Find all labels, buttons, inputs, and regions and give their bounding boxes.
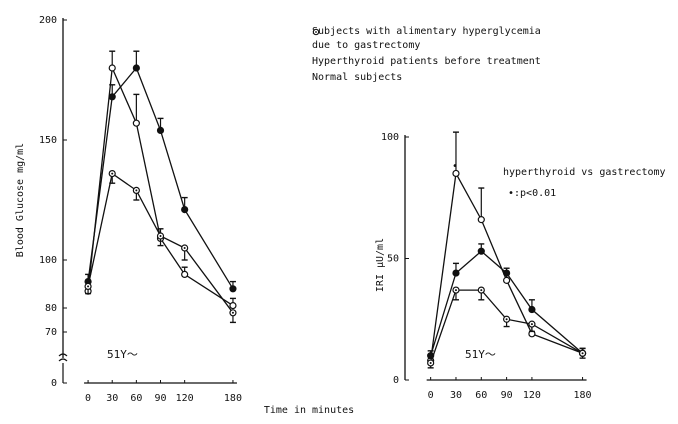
point-center	[135, 189, 138, 192]
y-tick-label: 150	[39, 135, 57, 146]
legend-entry: Hyperthyroid patients before treatment	[312, 28, 562, 69]
point	[156, 126, 165, 134]
x-tick-label: 0	[428, 390, 434, 401]
point	[181, 206, 189, 214]
series-line	[430, 250, 583, 356]
series-line	[430, 171, 583, 361]
x-tick-label: 90	[154, 393, 166, 404]
annotation: 51Y～	[107, 348, 138, 361]
point	[108, 64, 116, 72]
series-line	[430, 289, 583, 364]
point	[452, 169, 460, 178]
legend-entry: Normal subjects	[312, 28, 562, 85]
point	[503, 276, 511, 284]
legend-label: Hyperthyroid patients before treatment	[312, 56, 541, 67]
legend-marker	[312, 28, 320, 36]
x-tick-label: 180	[574, 390, 592, 401]
legend-label: Normal subjects	[312, 72, 403, 83]
point-center	[530, 323, 533, 326]
point	[229, 285, 237, 293]
y-axis-label: IRI μU/ml	[375, 238, 386, 292]
point-center	[581, 352, 584, 355]
point-center	[111, 172, 114, 175]
y-tick-label: 80	[45, 303, 57, 314]
x-tick-label: 120	[176, 393, 194, 404]
point-center	[429, 361, 432, 364]
y-tick-label: 50	[387, 254, 399, 265]
legend-label: Subjects with alimentary hyperglycemia d…	[312, 26, 541, 51]
x-tick-label: 0	[85, 393, 91, 404]
point-center	[231, 311, 234, 314]
point-center	[87, 285, 90, 288]
annotation: hyperthyroid vs gastrectomy	[503, 167, 666, 178]
x-tick-label: 30	[450, 390, 462, 401]
annotation: •:p<0.01	[508, 188, 556, 199]
point-center	[454, 289, 457, 292]
x-tick-label: 30	[106, 393, 118, 404]
annotation: •	[452, 161, 458, 172]
y-tick-label: 200	[39, 15, 57, 26]
legend: Subjects with alimentary hyperglycemia d…	[312, 25, 562, 87]
y-tick-label: 100	[39, 255, 57, 266]
point	[477, 247, 485, 255]
point	[132, 119, 140, 127]
x-tick-label: 60	[130, 393, 142, 404]
point	[229, 302, 237, 310]
point	[528, 305, 536, 314]
axis-break	[58, 353, 68, 383]
series-line	[87, 65, 234, 307]
y-tick-label: 70	[45, 327, 57, 338]
annotation: 51Y～	[465, 348, 496, 361]
point	[503, 269, 511, 277]
x-tick-label: 90	[501, 390, 513, 401]
x-axis-label: Time in minutes	[264, 405, 354, 416]
point	[132, 64, 140, 72]
x-tick-label: 60	[475, 390, 487, 401]
legend-entry: Subjects with alimentary hyperglycemia d…	[312, 25, 562, 53]
y-tick-label: 100	[381, 132, 399, 143]
x-tick-label: 180	[224, 393, 242, 404]
point-center	[159, 235, 162, 237]
point	[477, 216, 485, 224]
y-axis-label: Blood Glucose mg/ml	[15, 143, 26, 257]
y-tick-label: 0	[393, 375, 399, 386]
x-tick-label: 120	[523, 390, 541, 401]
point	[452, 269, 460, 277]
point-center	[480, 289, 483, 292]
y-tick-label: 0	[51, 378, 57, 389]
point	[108, 93, 116, 101]
point-center	[505, 318, 508, 321]
series-line	[87, 172, 234, 314]
point	[181, 270, 189, 278]
point-center	[183, 247, 186, 249]
series-line	[87, 66, 234, 290]
